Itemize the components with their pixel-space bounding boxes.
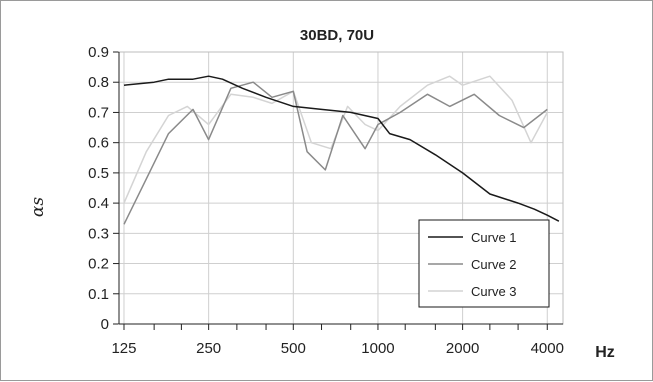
x-tick-label: 1000 (361, 340, 394, 357)
y-tick-label: 0.3 (88, 225, 109, 242)
chart-title: 30BD, 70U (300, 27, 374, 44)
y-tick-label: 0.9 (88, 44, 109, 61)
y-tick-label: 0.6 (88, 135, 109, 152)
y-tick-label: 0 (101, 316, 109, 333)
y-tick-label: 0.2 (88, 256, 109, 273)
y-tick-label: 0.1 (88, 286, 109, 303)
legend-label-2: Curve 2 (471, 257, 517, 272)
y-tick-label: 0.4 (88, 195, 109, 212)
axes (113, 51, 564, 330)
x-tick-label: 2000 (446, 340, 479, 357)
y-tick-label: 0.8 (88, 74, 109, 91)
y-axis-title: αs (28, 197, 48, 217)
x-tick-label: 4000 (531, 340, 564, 357)
x-tick-label: 500 (281, 340, 306, 357)
y-tick-label: 0.5 (88, 165, 109, 182)
x-tick-label: 250 (196, 340, 221, 357)
legend-label-1: Curve 1 (471, 230, 517, 245)
tick-labels: 0 0.1 0.2 0.3 0.4 0.5 0.6 0.7 0.8 0.9 125 250 500 100… (88, 44, 564, 357)
legend: Curve 1 Curve 2 Curve 3 (418, 219, 550, 308)
x-tick-label: 125 (111, 340, 136, 357)
series-layer (123, 75, 560, 225)
y-tick-label: 0.7 (88, 104, 109, 121)
x-axis-title: Hz (595, 344, 615, 361)
series-line-1 (123, 75, 560, 222)
series-line-2 (123, 81, 548, 225)
legend-label-3: Curve 3 (471, 284, 517, 299)
